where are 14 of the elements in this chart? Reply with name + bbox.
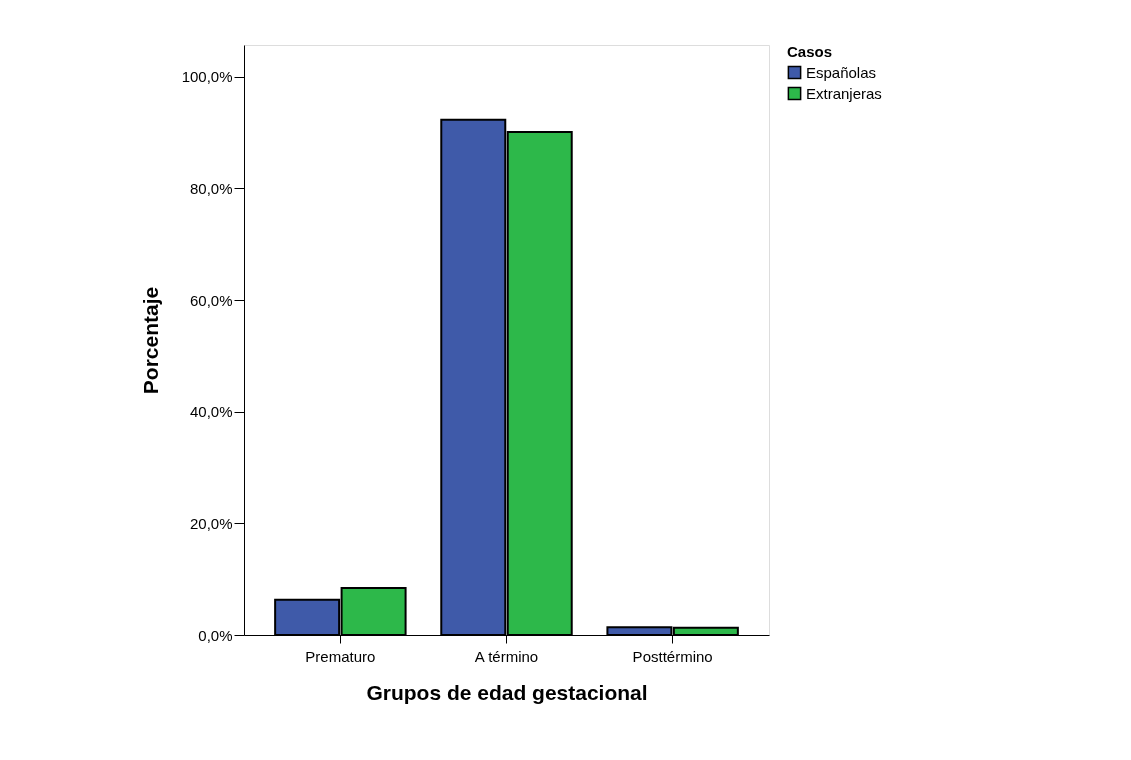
y-tick-label: 60,0% [189,291,233,309]
y-tick-label: 20,0% [189,514,233,532]
x-tick-label: A término [474,647,539,665]
legend-title: Casos [787,43,833,60]
x-axis-title: Grupos de edad gestacional [366,680,648,704]
legend-label: Extranjeras [806,84,882,102]
y-tick-label: 0,0% [198,626,233,644]
x-tick-label: Prematuro [305,647,376,665]
y-tick-label: 40,0% [189,403,233,421]
y-tick-label: 100,0% [181,68,233,86]
y-axis-title: Porcentaje [138,286,162,395]
y-tick-label: 80,0% [189,179,233,197]
x-tick-label: Posttérmino [632,647,713,665]
legend-label: Españolas [806,63,877,81]
